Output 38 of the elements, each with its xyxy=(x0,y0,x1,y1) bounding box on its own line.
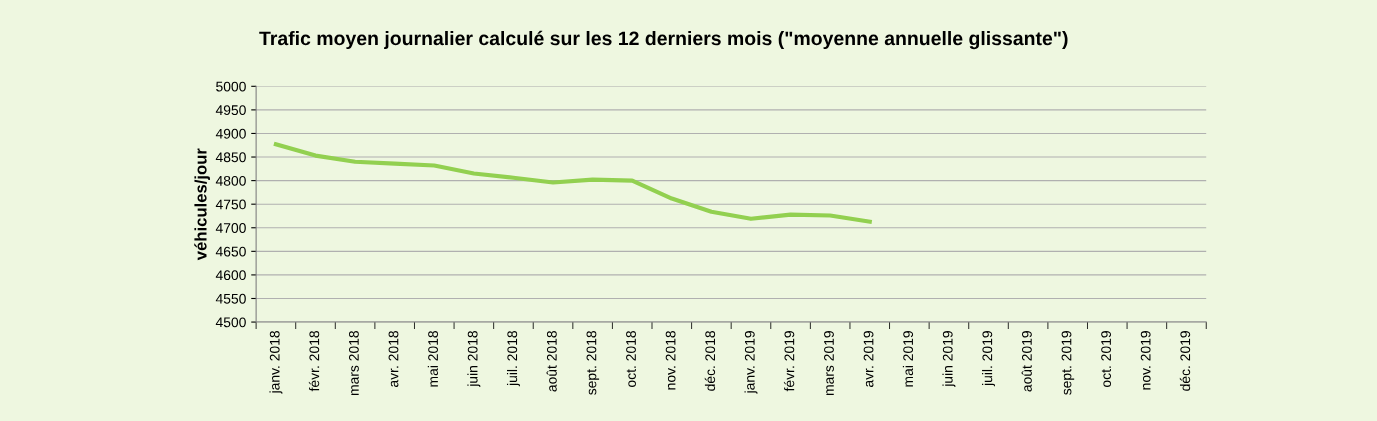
y-tick-label: 4550 xyxy=(215,293,246,304)
x-tick-label: févr. 2019 xyxy=(783,331,795,392)
x-tick-label: nov. 2018 xyxy=(665,331,676,390)
x-tick-label: juil. 2018 xyxy=(506,331,520,387)
x-tick-label: août 2018 xyxy=(546,331,557,392)
x-tick-label: juin 2018 xyxy=(467,331,481,388)
y-tick-label: 4750 xyxy=(215,199,246,210)
x-tick-label: déc. 2018 xyxy=(704,331,716,391)
x-tick-label: févr. 2018 xyxy=(308,331,320,392)
y-tick-label: 4650 xyxy=(215,246,246,257)
y-tick-label: 4950 xyxy=(215,105,246,116)
y-tick-label: 4600 xyxy=(215,270,246,281)
chart-title: Trafic moyen journalier calculé sur les 12 derniers mois ("moyenne annuelle glissante") xyxy=(259,30,1068,50)
x-tick-label: janv. 2019 xyxy=(744,331,758,394)
y-axis-title: véhicules/jour xyxy=(194,148,210,261)
line-series xyxy=(273,142,872,224)
y-tick-label: 4700 xyxy=(215,223,246,233)
x-tick-label: janv. 2018 xyxy=(269,331,283,394)
x-tick-label: mars 2018 xyxy=(348,331,359,396)
x-tick-label: août 2019 xyxy=(1021,331,1032,392)
y-tick-label: 4900 xyxy=(215,128,246,139)
x-tick-label: mars 2019 xyxy=(824,331,834,396)
x-tick-label: oct. 2018 xyxy=(626,331,636,387)
x-tick-label: avr. 2018 xyxy=(388,331,399,387)
x-tick-label: avr. 2019 xyxy=(863,331,874,387)
y-tick-label: 4800 xyxy=(215,175,246,186)
x-tick-label: déc. 2019 xyxy=(1179,331,1191,391)
y-tick-label: 4500 xyxy=(215,317,246,328)
x-tick-label: mai 2019 xyxy=(902,331,914,387)
x-tick-label: juin 2019 xyxy=(942,331,956,388)
x-tick-label: juil. 2019 xyxy=(982,331,995,387)
y-tick-label: 5000 xyxy=(216,81,246,92)
x-tick-label: sept. 2018 xyxy=(586,331,600,395)
x-tick-label: mai 2018 xyxy=(427,331,438,387)
x-tick-label: sept. 2019 xyxy=(1061,331,1075,395)
x-tick-label: nov. 2019 xyxy=(1140,331,1151,390)
x-tick-label: oct. 2019 xyxy=(1101,331,1112,387)
y-tick-label: 4850 xyxy=(215,152,246,163)
